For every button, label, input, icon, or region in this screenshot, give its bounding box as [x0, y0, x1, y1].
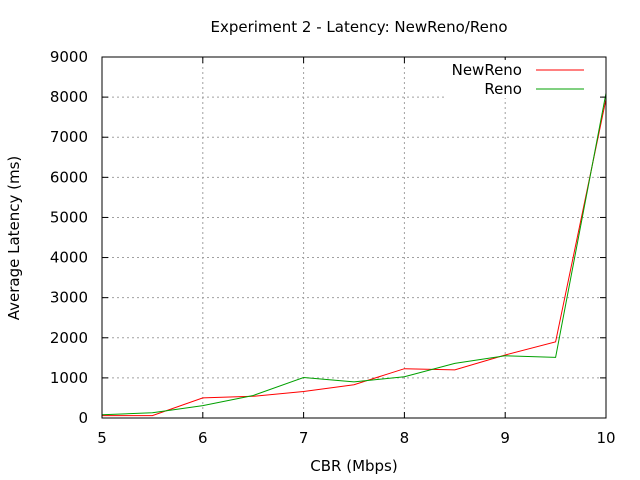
legend-label-reno: Reno	[484, 80, 522, 98]
tick-labels: 5 6 7 8 9 10 0 1000 2000 3000 4000 5000 6000 7000 8000…	[50, 48, 616, 447]
chart-title: Experiment 2 - Latency: NewReno/Reno	[210, 18, 507, 36]
series-line-newreno	[102, 98, 607, 417]
x-axis-label: CBR (Mbps)	[310, 457, 397, 475]
y-tick-label: 3000	[50, 289, 88, 307]
y-tick-label: 7000	[50, 128, 88, 146]
y-tick-label: 6000	[50, 168, 88, 186]
grid-lines	[102, 57, 606, 418]
y-tick-label: 1000	[50, 369, 88, 387]
x-tick-label: 5	[97, 429, 107, 447]
x-tick-label: 6	[198, 429, 208, 447]
y-tick-label: 2000	[50, 329, 88, 347]
x-tick-label: 9	[500, 429, 510, 447]
y-tick-label: 5000	[50, 208, 88, 226]
legend-background	[446, 60, 600, 98]
plot-frame	[101, 56, 607, 419]
y-tick-label: 8000	[50, 88, 88, 106]
series-line-reno	[101, 93, 607, 416]
legend-label-newreno: NewReno	[452, 61, 522, 79]
y-tick-label: 9000	[50, 48, 88, 66]
y-tick-label: 0	[78, 409, 88, 427]
x-tick-label: 8	[400, 429, 410, 447]
y-axis-label: Average Latency (ms)	[5, 156, 23, 321]
series-lines	[101, 93, 607, 417]
x-tick-label: 7	[299, 429, 309, 447]
y-tick-label: 4000	[50, 249, 88, 267]
x-tick-label: 10	[596, 429, 615, 447]
plot-border	[101, 56, 607, 419]
